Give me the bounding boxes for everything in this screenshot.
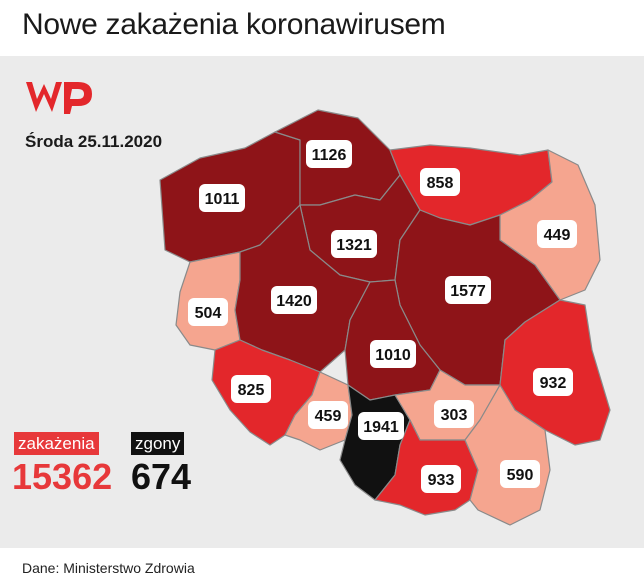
region-value-lubelskie: 932 [540,375,567,392]
region-value-swietokrzyskie: 303 [441,407,468,424]
region-podkarpackie [464,384,551,526]
infections-value: 15362 [12,456,113,497]
region-value-opolskie: 459 [315,408,342,425]
label-1010: 1010 [370,340,416,368]
region-value-slaskie: 1941 [363,419,399,436]
region-value-warminsko-mazurskie: 858 [427,175,454,192]
region-value-mazowieckie: 1577 [450,283,486,300]
region-value-pomorskie: 1126 [312,147,347,164]
label-590: 590 [500,460,540,488]
label-825: 825 [231,375,271,403]
wp-logo-icon [26,82,92,114]
deaths-label: zgony [135,434,181,453]
label-303: 303 [434,400,474,428]
label-449: 449 [537,220,577,248]
source-note: Dane: Ministerstwo Zdrowia [22,560,195,576]
header: Nowe zakażenia koronawirusem [0,0,644,56]
label-459: 459 [308,401,348,429]
label-1577: 1577 [445,276,491,304]
label-1011: 1011 [199,184,245,212]
region-value-lubuskie: 504 [195,305,222,322]
footer: Dane: Ministerstwo Zdrowia [0,548,644,587]
label-858: 858 [420,168,460,196]
label-933: 933 [421,465,461,493]
region-value-kujawsko-pomorskie: 1321 [336,237,372,254]
deaths-tag: zgony [131,432,185,455]
region-value-zachodniopomorskie: 1011 [205,191,240,208]
date-label: Środa 25.11.2020 [25,132,163,151]
label-1941: 1941 [358,412,404,440]
region-value-podlaskie: 449 [544,227,571,244]
label-504: 504 [188,298,228,326]
infections-label: zakażenia [18,434,95,453]
label-1420: 1420 [271,286,317,314]
deaths-value: 674 [131,456,192,497]
infections-tag: zakażenia [14,432,99,455]
region-value-wielkopolskie: 1420 [276,293,312,310]
page-title: Nowe zakażenia koronawirusem [22,8,446,41]
label-1321: 1321 [331,230,377,258]
label-932: 932 [533,368,573,396]
region-value-podkarpackie: 590 [507,467,534,484]
label-1126: 1126 [306,140,352,168]
region-value-malopolskie: 933 [428,472,455,489]
region-value-dolnoslaskie: 825 [238,382,265,399]
region-value-lodzkie: 1010 [375,347,411,364]
